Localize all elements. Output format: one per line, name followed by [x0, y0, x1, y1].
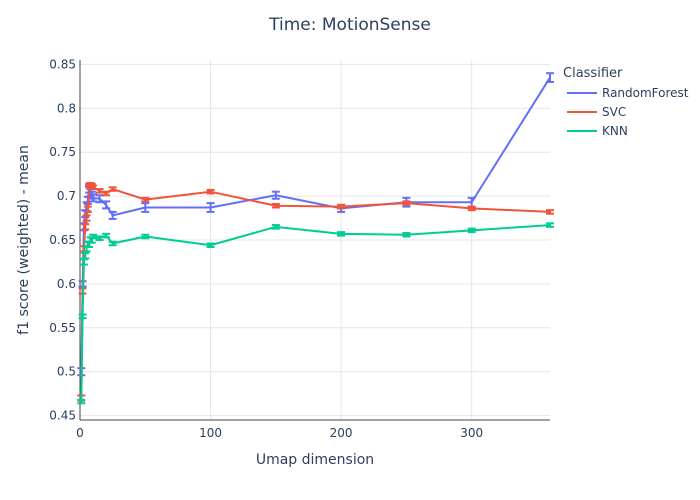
x-axis-title: Umap dimension	[256, 452, 374, 468]
error-bar	[82, 214, 91, 222]
error-bar	[206, 202, 215, 213]
x-axis-ticks: 0 100 200 300	[76, 426, 483, 440]
error-bar	[546, 222, 554, 228]
series-line	[80, 183, 551, 399]
y-tick-label: 0.65	[49, 233, 76, 247]
series-knn	[77, 222, 554, 405]
error-bar	[271, 224, 280, 230]
error-bar	[141, 233, 150, 240]
x-tick-label: 0	[76, 426, 84, 440]
error-bar	[78, 313, 87, 320]
y-tick-label: 0.7	[57, 189, 76, 203]
error-bar	[108, 186, 117, 192]
legend-title: Classifier	[563, 66, 623, 81]
legend-item-knn[interactable]: KNN	[567, 124, 628, 138]
error-bar	[271, 203, 280, 209]
error-bar	[108, 210, 117, 220]
y-tick-label: 0.85	[49, 57, 76, 71]
y-tick-label: 0.8	[57, 101, 76, 115]
error-bar	[77, 398, 86, 405]
legend-item-randomforest[interactable]: RandomForest	[567, 86, 689, 100]
error-bar	[89, 233, 98, 240]
series-svc	[77, 181, 554, 402]
error-bar	[337, 203, 346, 210]
legend-item-svc[interactable]: SVC	[567, 105, 626, 119]
legend-label: KNN	[602, 124, 628, 138]
error-bar	[108, 240, 117, 247]
error-bar	[83, 205, 92, 213]
plot-area	[77, 72, 554, 405]
error-bar	[79, 258, 88, 266]
legend: Classifier RandomForest SVC KNN	[563, 66, 689, 138]
error-bar	[402, 231, 411, 238]
y-axis-ticks: 0.45 0.5 0.55 0.6 0.65 0.7 0.75 0.8 0.85	[49, 57, 76, 422]
error-bar	[102, 232, 111, 239]
error-bar	[141, 196, 150, 203]
error-bar	[206, 188, 215, 195]
grid	[79, 60, 550, 421]
error-bar	[81, 252, 90, 260]
error-bar	[467, 227, 476, 234]
x-tick-label: 300	[460, 426, 483, 440]
error-bar	[81, 223, 90, 231]
series-line	[80, 224, 551, 402]
legend-label: SVC	[602, 105, 626, 119]
legend-label: RandomForest	[602, 86, 689, 100]
error-bar	[206, 242, 215, 249]
x-tick-label: 100	[199, 426, 222, 440]
error-bar	[546, 209, 554, 215]
y-tick-label: 0.75	[49, 145, 76, 159]
error-bar	[141, 202, 150, 213]
y-tick-label: 0.45	[49, 409, 76, 423]
y-tick-label: 0.5	[57, 365, 76, 379]
series-randomforest	[77, 72, 554, 377]
error-bar	[102, 200, 111, 210]
y-axis-title: f1 score (weighted) - mean	[16, 145, 32, 335]
error-bar	[271, 190, 280, 200]
chart-title: Time: MotionSense	[268, 15, 431, 35]
y-tick-label: 0.6	[57, 277, 76, 291]
x-tick-label: 200	[330, 426, 353, 440]
error-bar	[467, 205, 476, 212]
error-bar	[337, 231, 346, 237]
y-tick-label: 0.55	[49, 321, 76, 335]
error-bar	[402, 200, 411, 206]
error-bar	[546, 72, 554, 83]
